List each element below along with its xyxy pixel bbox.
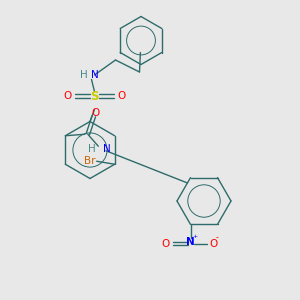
Text: N: N <box>103 144 111 154</box>
Text: O: O <box>64 91 72 101</box>
Text: H: H <box>80 70 88 80</box>
Text: H: H <box>88 144 96 154</box>
Text: Br: Br <box>84 156 95 166</box>
Text: N: N <box>92 70 99 80</box>
Text: +: + <box>192 235 198 239</box>
Text: O: O <box>117 91 125 101</box>
Text: -: - <box>216 233 219 242</box>
Text: O: O <box>91 108 99 118</box>
Text: O: O <box>161 239 169 249</box>
Text: S: S <box>90 89 99 103</box>
Text: N: N <box>186 237 195 248</box>
Text: O: O <box>209 239 217 249</box>
